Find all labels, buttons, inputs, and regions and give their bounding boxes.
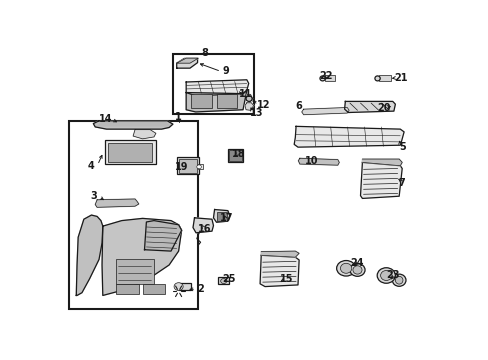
Polygon shape	[193, 218, 213, 233]
Bar	[107, 143, 152, 162]
Text: 21: 21	[393, 73, 407, 83]
Text: 12: 12	[257, 100, 270, 110]
Ellipse shape	[319, 76, 325, 81]
Ellipse shape	[174, 283, 183, 291]
Bar	[216, 94, 237, 108]
Bar	[116, 284, 139, 294]
Bar	[324, 75, 334, 81]
Polygon shape	[176, 58, 197, 68]
Text: 6: 6	[295, 102, 302, 111]
Text: 25: 25	[222, 274, 235, 284]
Polygon shape	[213, 210, 229, 222]
Bar	[178, 159, 196, 173]
Polygon shape	[362, 159, 401, 166]
Text: 9: 9	[222, 67, 229, 76]
Ellipse shape	[340, 263, 351, 273]
Ellipse shape	[220, 279, 226, 284]
Ellipse shape	[391, 274, 405, 286]
Bar	[197, 164, 203, 169]
Polygon shape	[186, 90, 246, 112]
Ellipse shape	[336, 261, 355, 276]
Bar	[178, 283, 190, 291]
Bar	[227, 149, 243, 162]
Polygon shape	[301, 108, 348, 115]
Polygon shape	[360, 162, 401, 198]
Bar	[216, 212, 226, 221]
Text: 7: 7	[398, 177, 405, 188]
Polygon shape	[298, 158, 339, 165]
Polygon shape	[98, 122, 169, 126]
Bar	[68, 121, 197, 309]
Text: 19: 19	[175, 162, 188, 172]
Ellipse shape	[352, 266, 361, 274]
Polygon shape	[246, 94, 252, 102]
Polygon shape	[93, 121, 173, 129]
Text: 15: 15	[280, 274, 293, 284]
Polygon shape	[144, 221, 181, 251]
Bar	[104, 140, 156, 164]
Polygon shape	[76, 215, 102, 296]
Text: 16: 16	[198, 224, 211, 234]
Ellipse shape	[376, 268, 395, 283]
Polygon shape	[186, 80, 248, 96]
Text: 11: 11	[239, 90, 252, 99]
Text: 1: 1	[175, 112, 182, 122]
Polygon shape	[133, 130, 156, 139]
Bar	[176, 157, 198, 174]
Text: 14: 14	[99, 114, 112, 123]
Text: 18: 18	[231, 149, 245, 158]
Polygon shape	[261, 251, 299, 257]
Text: 22: 22	[319, 72, 332, 81]
Text: 8: 8	[201, 48, 207, 58]
Polygon shape	[102, 219, 181, 296]
Ellipse shape	[374, 76, 380, 81]
Polygon shape	[344, 102, 395, 112]
Text: 24: 24	[349, 258, 363, 268]
Bar	[218, 278, 228, 284]
Bar	[142, 284, 165, 294]
Text: 17: 17	[219, 213, 233, 224]
Ellipse shape	[196, 165, 201, 169]
Bar	[116, 260, 154, 284]
Text: 13: 13	[249, 108, 263, 118]
Bar	[379, 75, 390, 81]
Polygon shape	[260, 255, 299, 287]
Polygon shape	[244, 103, 253, 110]
Polygon shape	[95, 199, 139, 207]
Text: 10: 10	[304, 156, 317, 166]
Ellipse shape	[245, 96, 252, 102]
Bar	[228, 150, 242, 161]
Ellipse shape	[395, 276, 402, 284]
Text: 2: 2	[197, 284, 203, 294]
Text: 23: 23	[386, 270, 399, 280]
Bar	[190, 94, 211, 108]
Polygon shape	[176, 58, 198, 63]
Text: 3: 3	[91, 191, 97, 201]
Polygon shape	[294, 126, 403, 147]
Ellipse shape	[380, 270, 391, 280]
Text: 4: 4	[88, 161, 95, 171]
Bar	[173, 54, 254, 114]
Text: 5: 5	[398, 142, 405, 152]
Ellipse shape	[349, 264, 365, 276]
Text: 20: 20	[376, 103, 390, 113]
